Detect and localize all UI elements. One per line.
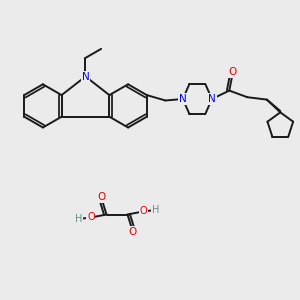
Text: O: O: [97, 192, 105, 202]
Text: O: O: [229, 67, 237, 77]
Text: H: H: [75, 214, 82, 224]
Text: O: O: [129, 227, 137, 237]
Text: H: H: [152, 205, 159, 215]
Text: N: N: [208, 94, 216, 104]
Text: N: N: [179, 94, 187, 104]
Text: N: N: [82, 71, 89, 82]
Text: O: O: [87, 212, 95, 223]
Text: O: O: [139, 206, 147, 217]
